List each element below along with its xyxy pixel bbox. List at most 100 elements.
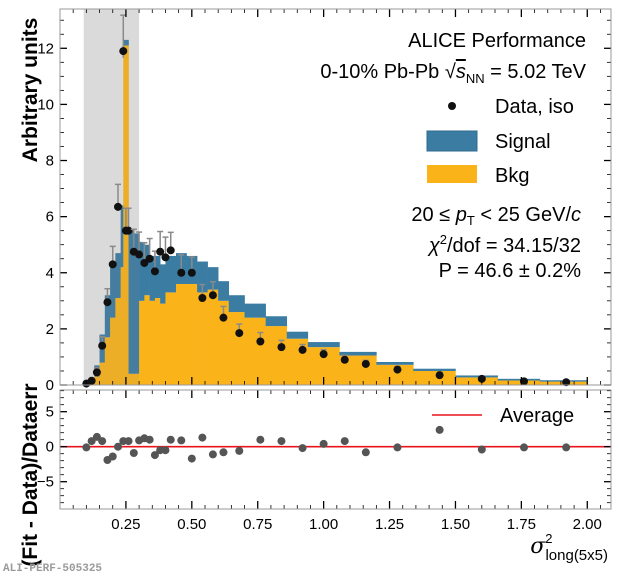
histogram-bars [83,9,588,386]
data-point [340,355,349,364]
residual-point [340,437,349,446]
data-point [103,298,112,307]
bkg-bar [207,289,219,385]
signal-bar [339,351,377,356]
residual-point [277,437,286,446]
xlabel-sub: long(5x5) [545,547,608,564]
data-point [298,345,307,354]
signal-bar [160,264,166,304]
data-point [124,226,133,235]
system-suffix: = 5.02 TeV [485,61,587,83]
bkg-bar [94,376,100,385]
bkg-bar [139,300,145,385]
data-point [156,247,165,256]
residual-point [198,433,207,442]
ratio-plot-frame [59,389,612,510]
y-tick-label: 4 [46,265,54,282]
bkg-bar [149,300,156,385]
pt-suffix: < 25 GeV/ [475,204,572,226]
main-plot-frame [59,8,612,386]
pt-prefix: 20 ≤ [411,204,455,226]
residual-point [208,450,217,459]
data-point [319,350,328,359]
chi2-label: χ2/dof = 34.15/32 [427,232,581,257]
data-point [119,47,128,56]
data-point [562,378,571,387]
bkg-bar [197,292,208,385]
shaded-overlay [83,9,140,385]
signal-bar [286,331,309,339]
experiment-label: ALICE Performance [408,30,586,52]
data-point [235,329,244,338]
residual-point [150,451,159,460]
x-tick-label: 1.25 [375,516,404,533]
bkg-bar [104,337,111,385]
residual-point [98,437,107,446]
residual-point [319,439,328,448]
bkg-bar [186,283,198,385]
residual-point [256,435,265,444]
signal-bar [197,261,208,293]
bkg-bar [160,303,166,385]
x-tick-label: 0.50 [177,516,206,533]
signal-bar [115,253,121,299]
pt-sub: T [467,213,475,228]
signal-bar [120,205,124,268]
residual-point [145,435,154,444]
x-tick-label: 0.75 [243,516,272,533]
sqrt-sub: NN [466,71,485,86]
xlabel-sup: 2 [545,531,552,546]
bkg-bar [228,312,245,385]
chi-text: /dof = 34.15/32 [447,235,581,257]
bkg-bar [286,338,309,385]
ratio-axis-ticks: −5 0 5 0.25 0.50 0.75 1.00 1.25 1.50 1.75 2.00 [37,390,611,533]
x-tick-label: 2.00 [573,516,602,533]
residual-points [82,425,571,464]
residual-point [477,445,486,454]
signal-bar [133,233,140,374]
data-point [161,253,170,262]
x-tick-label: 1.50 [441,516,470,533]
ratio-ylabel: (Fit - Data)/Dataerr [19,383,42,566]
ratio-panel: −5 0 5 0.25 0.50 0.75 1.00 1.25 1.50 1.75 2.00 Ave… [19,383,612,567]
data-point [435,371,444,380]
signal-bar [413,368,456,371]
residual-point [520,443,528,452]
ratio-y-tick-label: 5 [46,404,54,421]
bkg-bar [376,364,414,385]
signal-bar [244,303,266,318]
legend-patch-bkg [427,165,477,183]
signal-bar [497,378,541,381]
data-point [198,294,207,303]
residual-point [114,442,122,451]
pt-unit: c [571,204,581,226]
signal-bar [110,261,116,318]
legend-label-average: Average [500,405,574,427]
y-tick-label: 6 [46,209,54,226]
data-point [98,341,107,350]
bkg-bar [115,298,121,385]
chi-sup: 2 [440,232,447,247]
bkg-bar [165,292,177,385]
probability-label: P = 46.6 ± 0.2% [439,260,582,282]
data-point [187,268,196,277]
x-tick-label: 1.75 [507,516,536,533]
legend-label-data: Data, iso [495,96,574,118]
residual-point [177,436,186,445]
chi-symbol: χ [427,235,441,257]
ratio-plot-area [60,390,611,509]
signal-bar [228,295,245,313]
y-tick-label: 8 [46,153,54,170]
signal-bar [218,281,230,301]
y-tick-label: 10 [37,96,54,113]
residual-point [235,446,244,455]
bkg-bar [110,317,116,385]
signal-bar [123,39,129,46]
data-point [92,368,101,377]
legend: Data, iso Signal Bkg [426,96,574,187]
residual-point [161,446,170,455]
data-point [477,374,486,383]
x-tick-label: 1.00 [309,516,338,533]
signal-bar [154,255,161,299]
